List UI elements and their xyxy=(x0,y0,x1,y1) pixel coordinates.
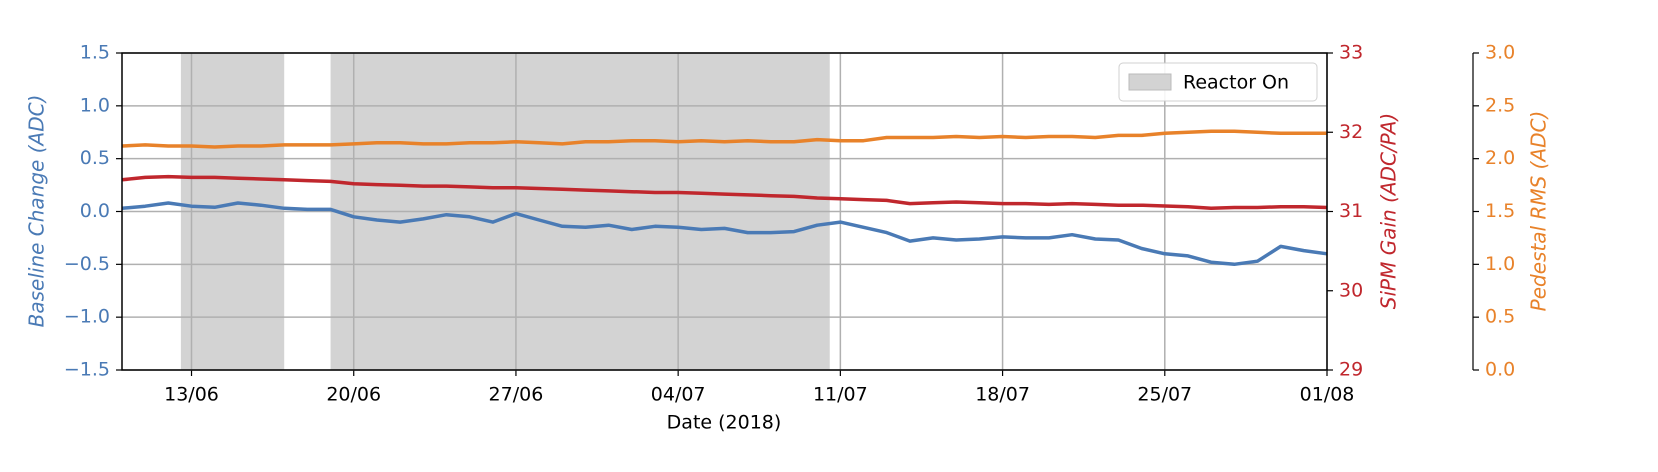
plot-frame xyxy=(121,52,1328,371)
y3-tick-label: 1.5 xyxy=(1485,200,1515,222)
series-line xyxy=(121,129,1327,149)
y3-axis-label: Pedestal RMS (ADC) xyxy=(1527,111,1551,312)
x-tick-label: 01/08 xyxy=(1300,384,1355,406)
y2-tick-label: 32 xyxy=(1339,121,1363,143)
series-line xyxy=(121,201,1328,267)
y-axis-label: Baseline Change (ADC) xyxy=(25,95,49,328)
y-tick-label: −0.5 xyxy=(64,253,110,275)
legend-swatch xyxy=(1128,73,1172,91)
legend-label: Reactor On xyxy=(1183,72,1289,94)
y2-tick-label: 29 xyxy=(1339,359,1363,381)
y-tick-label: 1.5 xyxy=(80,42,110,64)
y2-tick-label: 31 xyxy=(1339,200,1363,222)
x-tick-label: 18/07 xyxy=(975,384,1030,406)
x-tick-label: 27/06 xyxy=(489,384,544,406)
y-tick-label: −1.5 xyxy=(64,359,110,381)
y3-tick-label: 3.0 xyxy=(1485,42,1515,64)
series-line xyxy=(121,174,1328,211)
y-tick-label: 1.0 xyxy=(80,94,110,116)
y2-axis-label: SiPM Gain (ADC/PA) xyxy=(1377,113,1401,309)
x-tick-label: 11/07 xyxy=(813,384,868,406)
y2-tick-label: 33 xyxy=(1339,42,1363,64)
legend-box xyxy=(1118,62,1318,102)
y3-tick-label: 2.0 xyxy=(1485,147,1515,169)
y-tick-label: 0.0 xyxy=(80,200,110,222)
y3-tick-label: 0.0 xyxy=(1485,359,1515,381)
x-axis-label: Date (2018) xyxy=(667,412,782,434)
x-tick-label: 25/07 xyxy=(1137,384,1192,406)
x-tick-label: 04/07 xyxy=(651,384,706,406)
x-tick-label: 20/06 xyxy=(326,384,381,406)
x-tick-label: 13/06 xyxy=(164,384,219,406)
y3-tick-label: 1.0 xyxy=(1485,253,1515,275)
y-tick-label: −1.0 xyxy=(64,306,110,328)
y3-tick-label: 2.5 xyxy=(1485,94,1515,116)
y2-tick-label: 30 xyxy=(1339,279,1363,301)
y3-tick-label: 0.5 xyxy=(1485,306,1515,328)
y-tick-label: 0.5 xyxy=(80,147,110,169)
